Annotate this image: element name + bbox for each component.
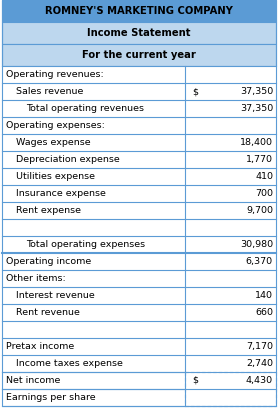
- Text: Sales revenue: Sales revenue: [16, 87, 83, 96]
- Text: Earnings per share: Earnings per share: [6, 393, 96, 402]
- Bar: [2, 287, 276, 304]
- Text: $: $: [192, 87, 198, 96]
- Bar: [2, 355, 276, 372]
- Text: 1,770: 1,770: [246, 155, 273, 164]
- Text: Income Statement: Income Statement: [87, 28, 191, 38]
- Bar: [2, 134, 276, 151]
- Text: 37,350: 37,350: [240, 104, 273, 113]
- Bar: [2, 304, 276, 321]
- Text: 700: 700: [255, 189, 273, 198]
- Bar: [2, 168, 276, 185]
- Bar: [2, 236, 276, 253]
- Text: 660: 660: [255, 308, 273, 317]
- Text: Interest revenue: Interest revenue: [16, 291, 95, 300]
- Text: 30,980: 30,980: [240, 240, 273, 249]
- Text: 9,700: 9,700: [246, 206, 273, 215]
- Text: Total operating expenses: Total operating expenses: [26, 240, 145, 249]
- Bar: [2, 372, 276, 389]
- Bar: [2, 0, 276, 22]
- Text: Rent revenue: Rent revenue: [16, 308, 80, 317]
- Text: 410: 410: [255, 172, 273, 181]
- Bar: [2, 100, 276, 117]
- Text: 140: 140: [255, 291, 273, 300]
- Text: 2,740: 2,740: [246, 359, 273, 368]
- Text: Operating income: Operating income: [6, 257, 91, 266]
- Bar: [2, 253, 276, 270]
- Bar: [2, 117, 276, 134]
- Text: 6,370: 6,370: [246, 257, 273, 266]
- Text: Operating revenues:: Operating revenues:: [6, 70, 104, 79]
- Text: Total operating revenues: Total operating revenues: [26, 104, 144, 113]
- Bar: [2, 389, 276, 406]
- Text: 7,170: 7,170: [246, 342, 273, 351]
- Text: Net income: Net income: [6, 376, 60, 385]
- Text: For the current year: For the current year: [82, 50, 196, 60]
- Text: Wages expense: Wages expense: [16, 138, 91, 147]
- Text: ROMNEY'S MARKETING COMPANY: ROMNEY'S MARKETING COMPANY: [45, 6, 233, 16]
- Bar: [2, 44, 276, 66]
- Bar: [2, 338, 276, 355]
- Bar: [2, 66, 276, 83]
- Bar: [2, 219, 276, 236]
- Text: Utilities expense: Utilities expense: [16, 172, 95, 181]
- Text: Income taxes expense: Income taxes expense: [16, 359, 123, 368]
- Text: Depreciation expense: Depreciation expense: [16, 155, 120, 164]
- Text: 18,400: 18,400: [240, 138, 273, 147]
- Bar: [2, 151, 276, 168]
- Text: 37,350: 37,350: [240, 87, 273, 96]
- Bar: [2, 270, 276, 287]
- Bar: [2, 321, 276, 338]
- Text: Other items:: Other items:: [6, 274, 66, 283]
- Bar: [2, 83, 276, 100]
- Bar: [2, 22, 276, 44]
- Text: Pretax income: Pretax income: [6, 342, 74, 351]
- Bar: [2, 202, 276, 219]
- Bar: [2, 185, 276, 202]
- Text: Rent expense: Rent expense: [16, 206, 81, 215]
- Text: Insurance expense: Insurance expense: [16, 189, 106, 198]
- Text: 4,430: 4,430: [246, 376, 273, 385]
- Text: Operating expenses:: Operating expenses:: [6, 121, 105, 130]
- Text: $: $: [192, 376, 198, 385]
